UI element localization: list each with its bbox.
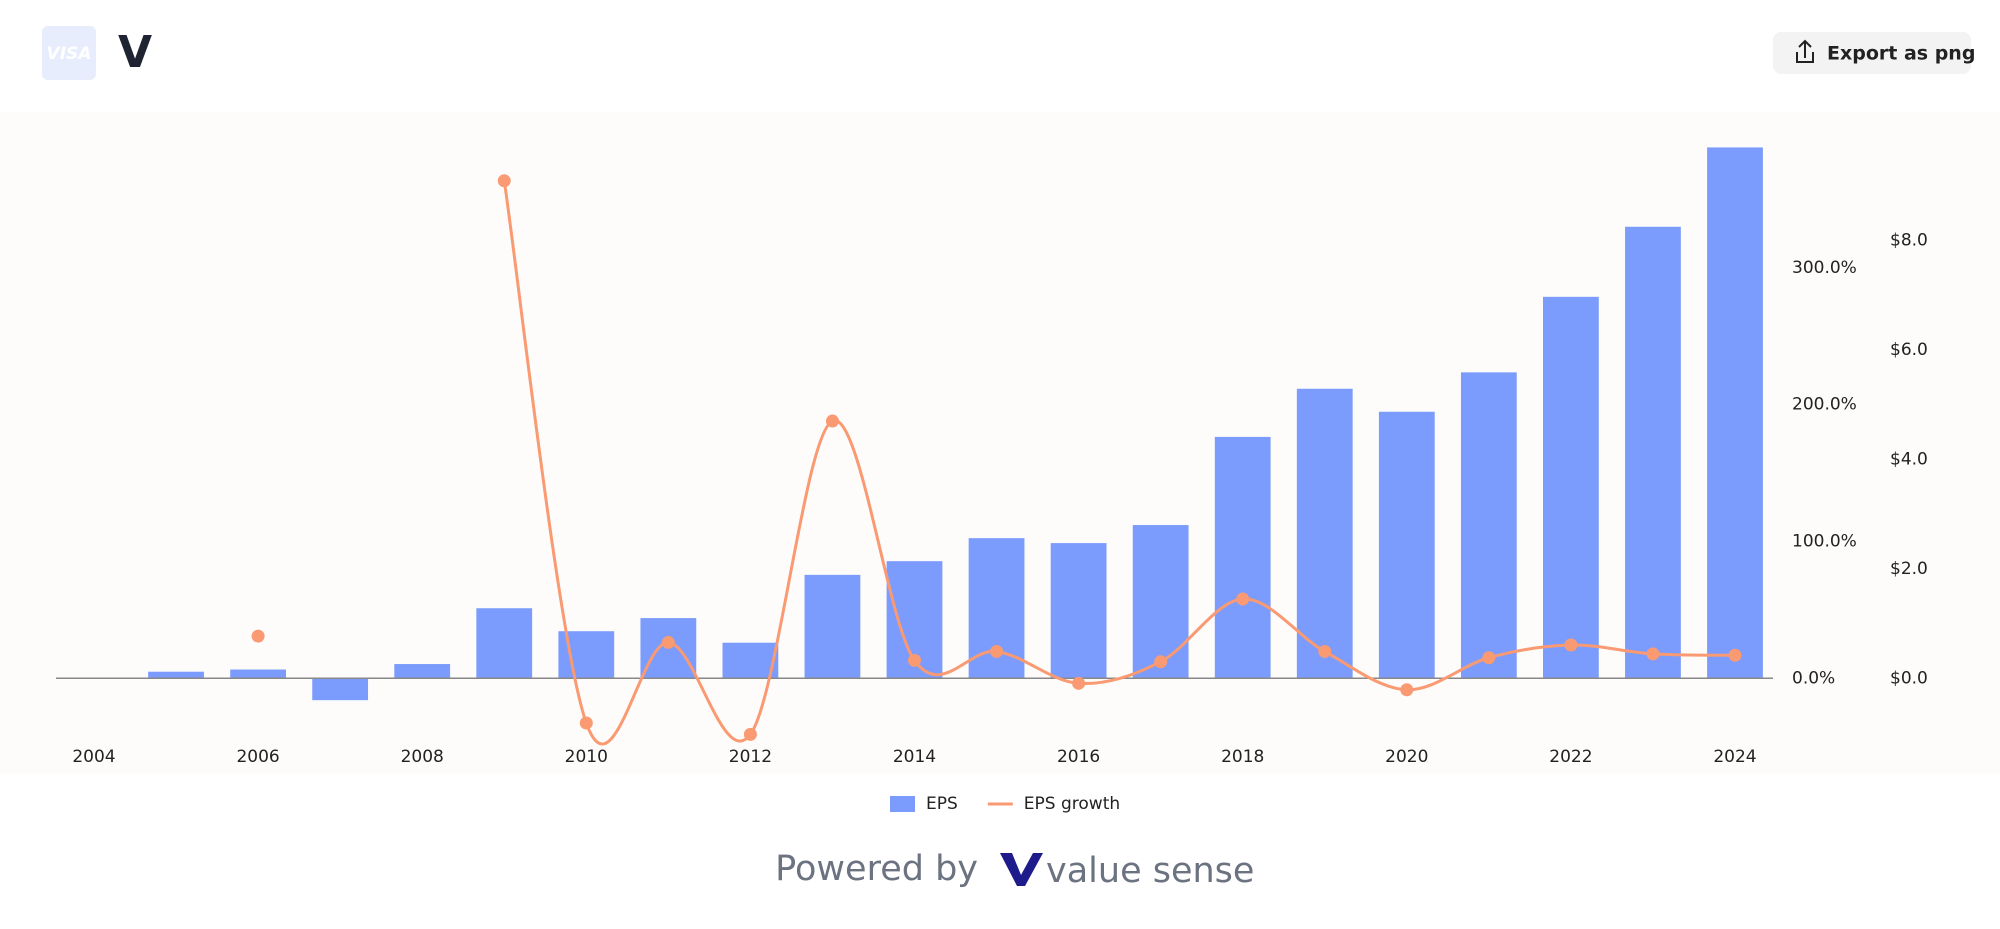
x-tick-label: 2016 <box>1057 747 1100 767</box>
y-tick-label: $4.0 <box>1890 449 1928 469</box>
y2-tick-label: 0.0% <box>1792 668 1835 688</box>
ticker: V <box>118 27 152 78</box>
bar <box>476 608 533 679</box>
bar <box>1543 296 1599 679</box>
powered-by: Powered by <box>775 849 978 889</box>
line-point <box>1728 648 1742 662</box>
line-point <box>908 653 921 667</box>
legend-label: EPS growth <box>1024 794 1120 814</box>
legend-swatch <box>890 796 915 812</box>
line-point <box>1482 651 1496 665</box>
line-point <box>1318 644 1332 658</box>
x-tick-label: 2018 <box>1221 747 1264 767</box>
plot: 0.0% 100.0% 200.0% 300.0% $0.0 $2.0 $4.0 $6.0 $8… <box>56 147 1928 814</box>
line-point <box>1154 655 1168 669</box>
line-point <box>661 635 675 649</box>
y-tick-label: $2.0 <box>1890 559 1928 579</box>
bar <box>804 574 861 679</box>
y2-tick-label: 100.0% <box>1792 531 1857 551</box>
x-tick-label: 2006 <box>236 747 279 767</box>
line-point <box>1236 592 1250 606</box>
bar <box>312 678 369 701</box>
bar <box>1132 525 1189 679</box>
line-point <box>497 174 511 188</box>
line-point <box>743 727 757 741</box>
x-tick-label: 2022 <box>1549 747 1592 767</box>
line-point <box>1072 676 1086 690</box>
y-tick-label: $0.0 <box>1890 668 1928 688</box>
bar <box>394 664 451 679</box>
bar <box>1460 372 1517 679</box>
brand-logo <box>1000 853 1043 886</box>
line-point <box>1646 647 1660 661</box>
y-tick-label: $8.0 <box>1890 230 1928 250</box>
x-tick-label: 2024 <box>1713 747 1756 767</box>
bar <box>1296 388 1353 679</box>
bar <box>1378 411 1435 679</box>
y2-tick-label: 300.0% <box>1792 258 1857 278</box>
bar <box>1625 226 1681 679</box>
line-point <box>251 629 265 643</box>
logo-box <box>42 26 96 80</box>
line-point <box>990 644 1004 658</box>
x-tick-label: 2004 <box>72 747 115 767</box>
logo-text: VISA <box>47 44 92 64</box>
x-tick-label: 2020 <box>1385 747 1428 767</box>
line-point <box>579 716 593 730</box>
bar <box>722 642 779 679</box>
y2-tick-label: 200.0% <box>1792 395 1857 415</box>
line-point <box>1400 683 1414 697</box>
brand-name: value sense <box>1046 851 1254 891</box>
line-point <box>1564 638 1578 652</box>
bar <box>148 671 204 679</box>
button-background[interactable] <box>1773 32 1971 74</box>
button-label[interactable]: Export as png <box>1827 43 1975 65</box>
bar <box>1707 147 1763 679</box>
y-tick-label: $6.0 <box>1890 340 1928 360</box>
export-icon[interactable] <box>1796 39 1814 63</box>
x-tick-label: 2010 <box>565 747 608 767</box>
export-button[interactable]: Export as png <box>1773 32 1975 74</box>
x-tick-label: 2008 <box>401 747 444 767</box>
line-point <box>825 414 839 428</box>
bar <box>230 669 286 679</box>
legend-label: EPS <box>926 794 958 814</box>
bar <box>1050 543 1107 679</box>
x-tick-label: 2014 <box>893 747 936 767</box>
bar <box>1214 436 1271 679</box>
x-tick-label: 2012 <box>729 747 772 767</box>
line <box>502 180 1736 746</box>
